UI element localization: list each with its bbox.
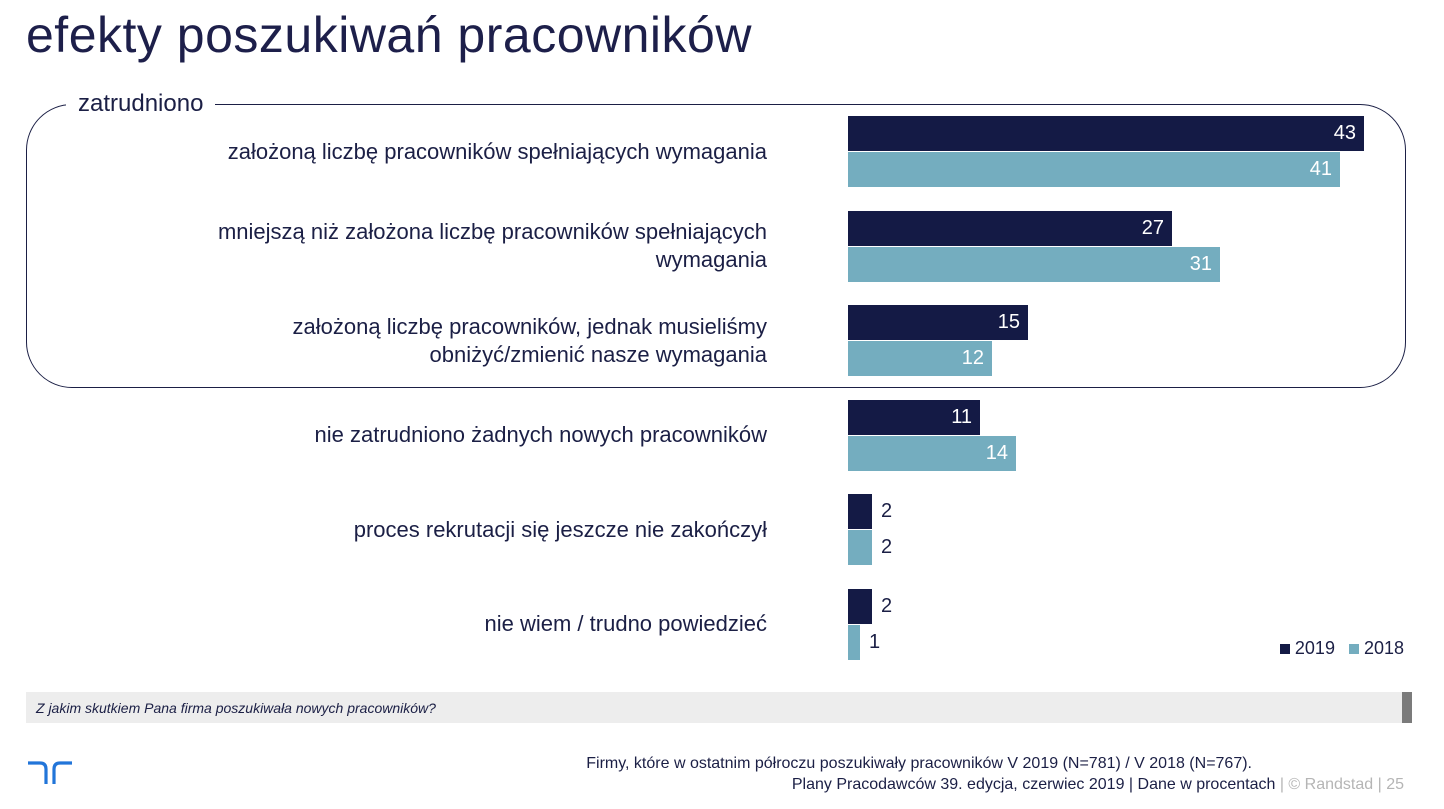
category-label: proces rekrutacji się jeszcze nie zakońc… (67, 516, 767, 544)
category-label: nie wiem / trudno powiedzieć (67, 610, 767, 638)
bar-value-label: 15 (997, 311, 1020, 333)
category-label-line: mniejszą niż założona liczbę pracowników… (217, 219, 767, 244)
category-label-line: proces rekrutacji się jeszcze nie zakońc… (353, 516, 767, 542)
page-number: 25 (1386, 776, 1404, 793)
bar-value-label: 2 (881, 536, 893, 558)
group-label: zatrudniono (66, 90, 216, 118)
bar-2019 (848, 305, 1028, 340)
bar-value-label: 41 (1309, 158, 1332, 180)
category-label-line: wymagania (655, 247, 767, 272)
bar-value-label: 2 (881, 594, 893, 617)
category-label: założoną liczbę pracowników, jednak musi… (67, 313, 767, 369)
category-label: mniejszą niż założona liczbę pracowników… (67, 218, 767, 274)
category-label-line: obniżyć/zmienić nasze wymagania (429, 341, 768, 367)
question-bar (26, 692, 1402, 723)
bar-2019 (848, 210, 1172, 246)
sample-footnote: Firmy, które w ostatnim półroczu poszuki… (586, 755, 1252, 772)
bar-2019 (848, 494, 872, 529)
question-text: Z jakim skutkiem Pana firma poszukiwała … (36, 700, 436, 716)
bar-value-label: 31 (1189, 252, 1212, 275)
bar-2019 (848, 399, 980, 435)
legend-swatch-2018 (1348, 643, 1359, 654)
chart-legend: 2019 2018 (1279, 638, 1404, 659)
bar-value-label: 2 (881, 500, 893, 522)
category-label: założoną liczbę pracowników spełniającyc… (67, 138, 767, 166)
legend-label-2018: 2018 (1363, 638, 1404, 658)
bar-2019 (848, 588, 872, 624)
source-text: Plany Pracodawców 39. edycja, czerwiec 2… (791, 776, 1276, 793)
source-line: Plany Pracodawców 39. edycja, czerwiec 2… (792, 776, 1404, 794)
bar-value-label: 12 (961, 347, 984, 369)
source-separator: | (1275, 776, 1289, 793)
category-label-line: nie zatrudniono żadnych nowych pracownik… (314, 422, 767, 447)
legend-item-2018: 2018 (1348, 638, 1404, 659)
legend-label-2019: 2019 (1294, 638, 1335, 658)
category-label-line: założoną liczbę pracowników spełniającyc… (227, 138, 767, 164)
bar-value-label: 27 (1141, 216, 1164, 239)
category-label-line: założoną liczbę pracowników, jednak musi… (292, 313, 767, 339)
bar-value-label: 14 (985, 441, 1008, 464)
randstad-logo-icon (28, 761, 72, 784)
group-frame (26, 104, 1406, 388)
category-label: nie zatrudniono żadnych nowych pracownik… (67, 421, 767, 449)
bar-2018 (848, 435, 1016, 471)
bar-value-label: 1 (869, 630, 881, 653)
legend-swatch-2019 (1279, 643, 1290, 654)
category-label-line: nie wiem / trudno powiedzieć (484, 611, 767, 636)
source-separator: | (1373, 776, 1387, 793)
bar-2018 (848, 246, 1220, 282)
bar-2018 (848, 624, 860, 660)
legend-item-2019: 2019 (1279, 638, 1335, 659)
page-title: efekty poszukiwań pracowników (26, 7, 752, 63)
bar-2018 (848, 341, 992, 376)
bar-2018 (848, 152, 1340, 187)
copyright-text: © Randstad (1288, 776, 1374, 793)
question-accent (1402, 692, 1412, 723)
bar-2018 (848, 530, 872, 565)
bar-value-label: 11 (951, 405, 972, 428)
bar-2019 (848, 116, 1364, 151)
bar-value-label: 43 (1333, 122, 1356, 144)
